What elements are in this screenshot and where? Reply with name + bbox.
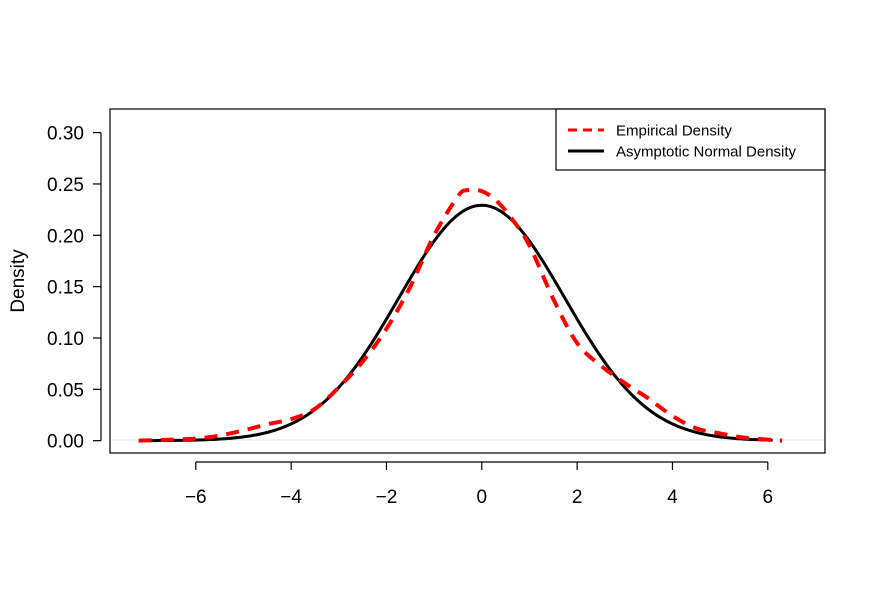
y-tick-label: 0.05	[47, 380, 84, 401]
y-tick-label: 0.20	[47, 226, 84, 247]
series-line-empirical-density	[138, 187, 783, 443]
x-tick-label: −6	[185, 487, 207, 508]
plot-frame	[109, 108, 826, 454]
y-tick-label: 0.25	[47, 175, 84, 196]
y-tick-label: 0.15	[47, 278, 84, 299]
x-tick-label: 0	[477, 487, 488, 508]
series-line-asymptotic-normal-density	[148, 203, 773, 443]
x-tick-label: 4	[667, 487, 678, 508]
legend-box	[555, 108, 826, 171]
series-layer	[138, 187, 783, 443]
legend-label-normal: Asymptotic Normal Density	[616, 144, 797, 161]
x-tick-label: 2	[572, 487, 583, 508]
x-axis: −6 −4 −2 0 2 4 6	[185, 461, 774, 508]
y-tick-label: 0.30	[47, 124, 84, 145]
y-tick-label: 0.00	[47, 432, 84, 453]
x-tick-label: −2	[376, 487, 398, 508]
y-axis-title: Density	[8, 249, 29, 313]
x-tick-label: 6	[763, 487, 774, 508]
x-tick-label: −4	[280, 487, 302, 508]
legend-label-empirical: Empirical Density	[616, 123, 732, 140]
y-tick-label: 0.10	[47, 329, 84, 350]
y-axis: 0.00 0.05 0.10 0.15 0.20 0.25 0.30	[47, 124, 102, 453]
legend: Empirical Density Asymptotic Normal Dens…	[555, 108, 826, 171]
